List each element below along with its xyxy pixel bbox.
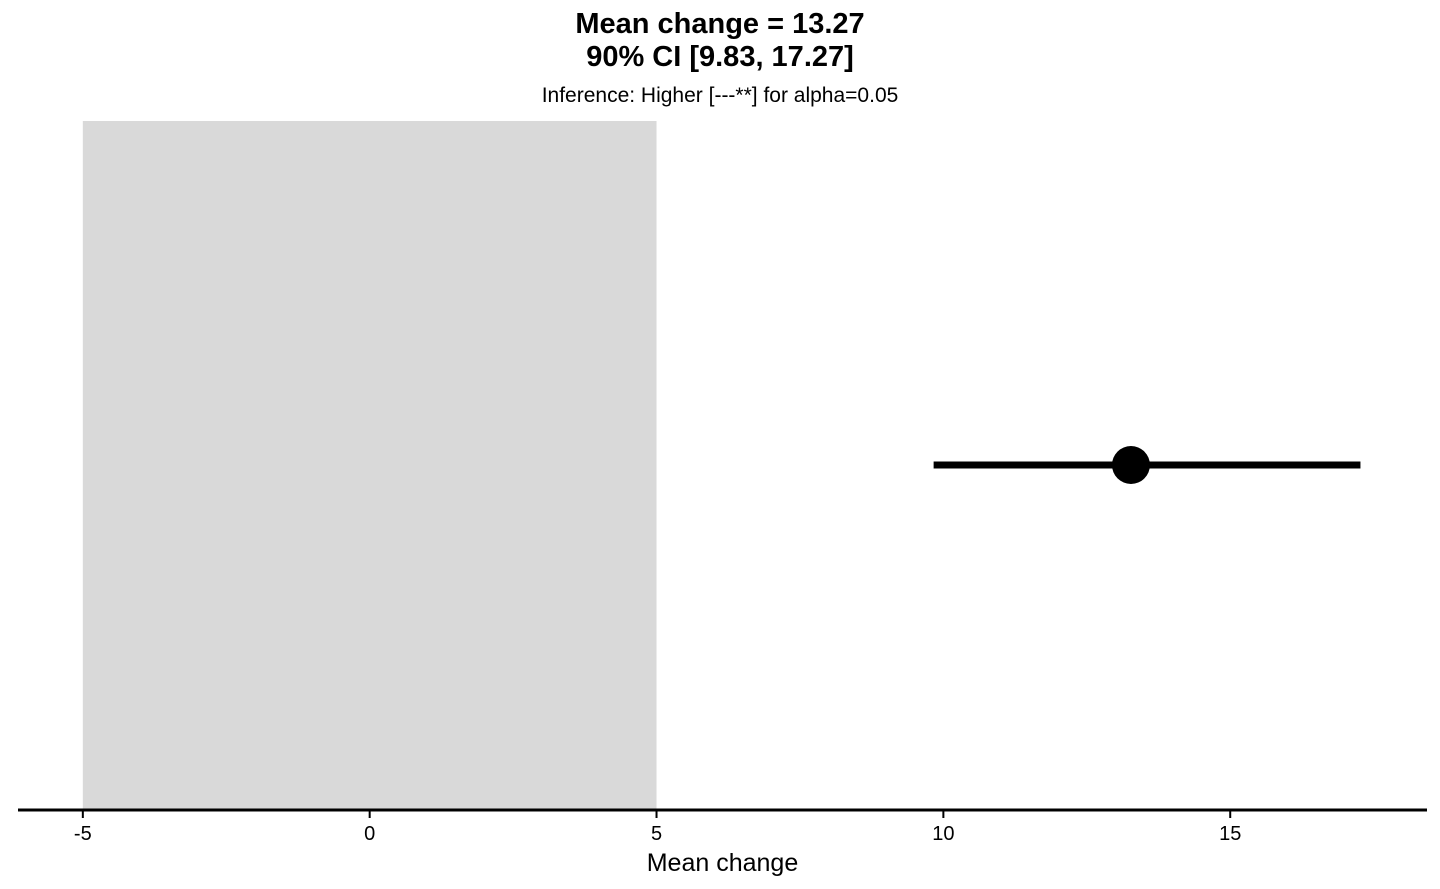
estimate-point <box>1111 446 1150 484</box>
smallest-worthwhile-change-region <box>82 121 657 810</box>
x-axis-label: Mean change <box>647 849 799 877</box>
chart-title-line-1: Mean change = 13.27 <box>575 8 865 40</box>
x-tick-label: 0 <box>364 823 375 845</box>
chart-title-line-2: 90% CI [9.83, 17.27] <box>586 41 854 73</box>
chart-subtitle: Inference: Higher [---**] for alpha=0.05 <box>541 84 899 107</box>
x-tick-label: 5 <box>651 823 662 845</box>
x-axis-ticks: -5 0 5 10 15 <box>74 810 1241 845</box>
x-tick-label: 15 <box>1219 823 1241 845</box>
x-tick-label: 10 <box>932 823 954 845</box>
x-tick-label: -5 <box>74 823 92 845</box>
